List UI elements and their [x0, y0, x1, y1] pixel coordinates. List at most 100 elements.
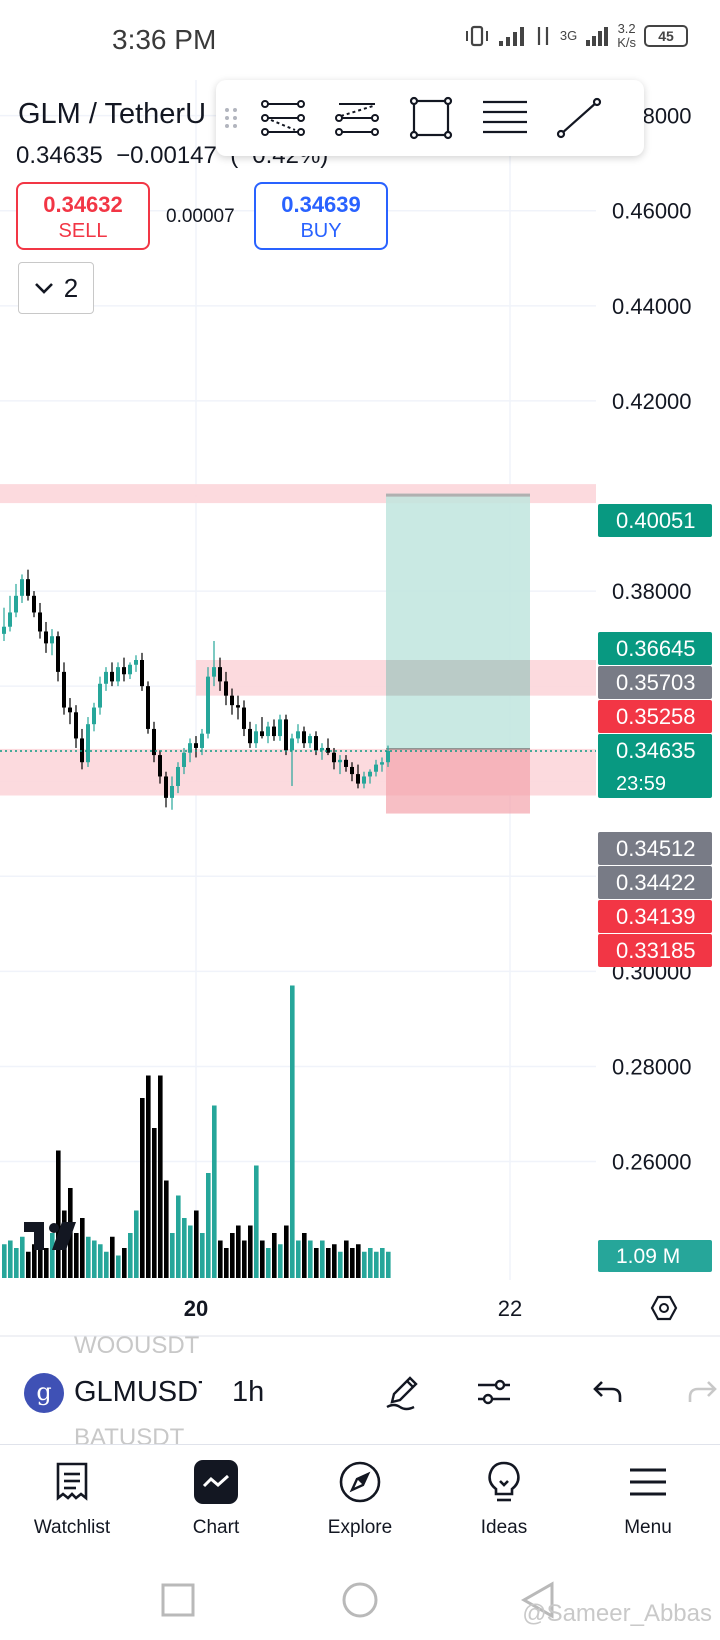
volume-bar — [128, 1233, 133, 1278]
interval-selector[interactable]: 1h — [232, 1376, 265, 1408]
previous-symbol[interactable]: WOOUSDT — [74, 1332, 200, 1359]
last-price: 0.34635 — [16, 142, 103, 169]
stop-zone — [386, 748, 530, 814]
back-icon[interactable] — [520, 1580, 556, 1620]
volume-bar — [380, 1248, 385, 1278]
candle — [272, 726, 276, 737]
candle — [62, 671, 66, 708]
candle — [248, 728, 252, 744]
volume-bar — [158, 1075, 163, 1278]
price-badge-label: 0.35258 — [616, 704, 696, 729]
volume-bar — [38, 1240, 43, 1278]
candle — [236, 705, 240, 708]
undo-button[interactable] — [586, 1370, 630, 1414]
nav-watchlist[interactable]: Watchlist — [0, 1445, 144, 1568]
candle — [194, 743, 198, 748]
parallel-channel-tool[interactable] — [246, 88, 320, 148]
price-badge — [598, 666, 712, 699]
battery-icon: 45 — [644, 25, 688, 47]
nav-ideas[interactable]: Ideas — [432, 1445, 576, 1568]
menu-icon — [625, 1459, 671, 1505]
candle — [368, 771, 372, 777]
regression-trend-tool[interactable] — [320, 88, 394, 148]
chart-icon — [193, 1459, 239, 1505]
target-edge — [386, 493, 530, 497]
volume-bar — [344, 1240, 349, 1278]
drawing-tools-button[interactable] — [380, 1370, 424, 1414]
candle — [74, 712, 78, 739]
vibrate-icon — [465, 25, 488, 47]
candle — [32, 595, 36, 613]
price-badge-label: 0.34422 — [616, 870, 696, 895]
overlap-zone — [386, 660, 530, 696]
volume-bar — [164, 1180, 169, 1278]
status-time: 3:36 PM — [112, 24, 217, 55]
fib-levels-tool[interactable] — [468, 88, 542, 148]
drag-handle-icon[interactable] — [216, 105, 246, 131]
candle — [110, 671, 114, 682]
volume-bar — [266, 1248, 271, 1278]
home-icon[interactable] — [340, 1580, 380, 1620]
nav-explore[interactable]: Explore — [288, 1445, 432, 1568]
volume-bar — [2, 1244, 7, 1278]
volume-bar — [206, 1173, 211, 1278]
candle — [278, 719, 282, 737]
candle — [326, 747, 330, 753]
price-badge-label: 0.33185 — [616, 938, 696, 963]
candle — [242, 707, 246, 729]
volume-bar — [74, 1233, 79, 1278]
volume-bar — [290, 985, 295, 1278]
nav-menu[interactable]: Menu — [576, 1445, 720, 1568]
rectangle-tool[interactable] — [394, 88, 468, 148]
buy-button[interactable]: 0.34639 BUY — [254, 182, 388, 250]
redo-button[interactable] — [680, 1370, 720, 1414]
price-badge — [598, 866, 712, 899]
symbol-title[interactable]: GLM / TetherU — [18, 98, 207, 130]
candle — [2, 626, 6, 634]
candle — [332, 752, 336, 763]
price-axis: 0.480000.460000.440000.420000.380000.300… — [598, 104, 712, 1272]
volume-bar — [146, 1075, 151, 1278]
recent-apps-icon[interactable] — [160, 1582, 196, 1618]
signal-2-icon — [586, 27, 609, 46]
candle — [260, 731, 264, 737]
sell-label: SELL — [58, 220, 108, 242]
volume-bar — [278, 1244, 283, 1278]
trend-line-tool[interactable] — [542, 88, 616, 148]
symbol-selector[interactable]: GLMUSDT — [74, 1376, 202, 1408]
volume-bar — [122, 1248, 127, 1278]
spread-value: 0.00007 — [166, 206, 235, 227]
volume-bar — [356, 1244, 361, 1278]
chart-settings-icon[interactable] — [650, 1295, 678, 1321]
candle — [128, 664, 132, 675]
compass-icon — [337, 1459, 383, 1505]
candle — [302, 731, 306, 744]
volume-bar — [170, 1233, 175, 1278]
volume-bar — [254, 1165, 259, 1278]
candle — [314, 736, 318, 751]
volume-bar — [98, 1244, 103, 1278]
volume-bar — [386, 1251, 391, 1278]
volume-bar — [86, 1236, 91, 1278]
price-badge-label: 0.40051 — [616, 508, 696, 533]
volume-bar — [284, 1225, 289, 1278]
buy-price: 0.34639 — [281, 192, 361, 217]
candle — [254, 731, 258, 744]
volume-bar — [134, 1210, 139, 1278]
candle — [8, 612, 12, 627]
price-chart[interactable]: 0.480000.460000.440000.420000.380000.300… — [0, 80, 720, 1350]
candle — [182, 752, 186, 767]
indicators-toggle-button[interactable]: 2 — [18, 262, 94, 314]
volume-bar — [308, 1240, 313, 1278]
candle — [176, 766, 180, 786]
volume-bar — [260, 1240, 265, 1278]
nav-chart[interactable]: Chart — [144, 1445, 288, 1568]
candle — [68, 707, 72, 713]
volume-bar — [320, 1240, 325, 1278]
network-type: 3G — [559, 28, 578, 43]
volume-bar — [224, 1248, 229, 1278]
candle — [116, 667, 120, 682]
volume-bar — [218, 1240, 223, 1278]
chart-settings-button[interactable] — [472, 1370, 516, 1414]
sell-button[interactable]: 0.34632 SELL — [16, 182, 150, 250]
